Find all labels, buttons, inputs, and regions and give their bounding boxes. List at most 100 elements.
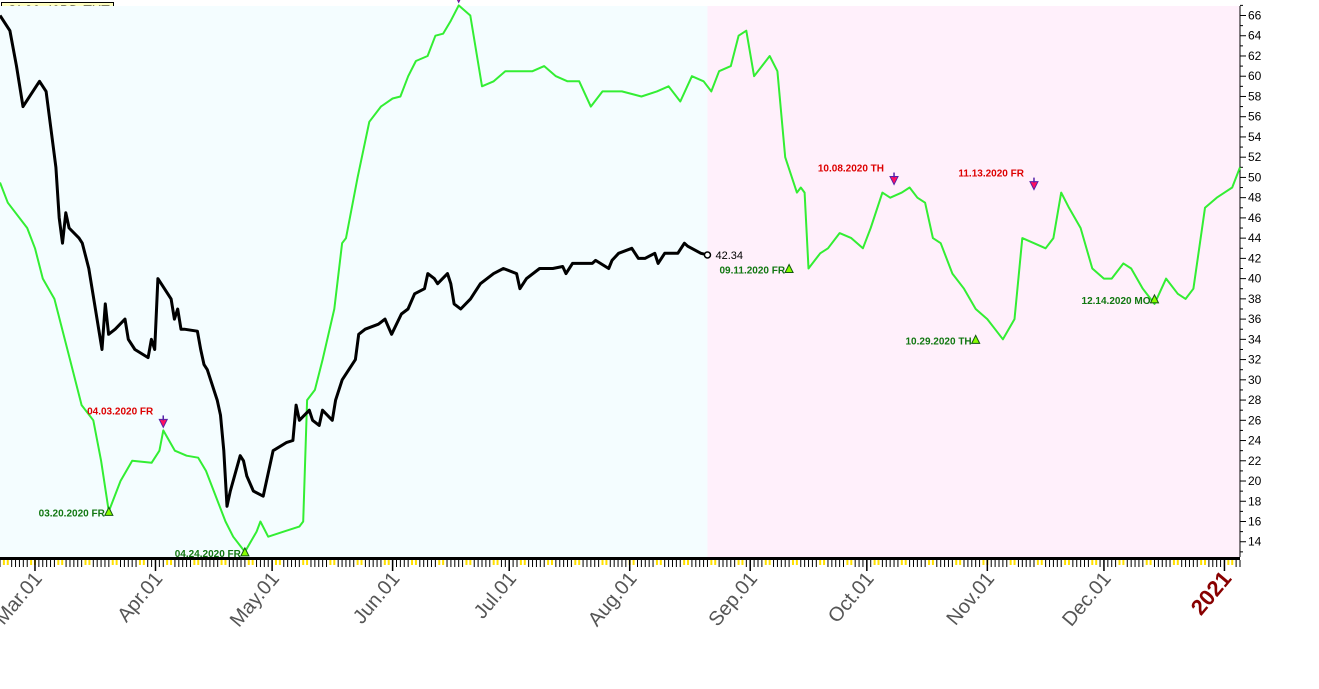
x-tick — [768, 560, 771, 565]
x-tick — [846, 560, 849, 565]
x-tick — [1227, 560, 1230, 565]
x-tick — [465, 560, 468, 565]
x-tick-label: Aug.01 — [584, 568, 642, 631]
x-axis-line — [0, 557, 1240, 560]
cycle-high-annotation: 11.13.2020 FR — [958, 169, 1039, 191]
x-tick — [982, 560, 985, 565]
x-tick-label: Mar.01 — [0, 568, 47, 629]
x-tick — [764, 560, 767, 565]
y-tick-label: 22 — [1248, 454, 1262, 468]
x-tick — [1145, 560, 1148, 565]
y-tick-label: 46 — [1248, 211, 1262, 225]
x-tick — [411, 560, 414, 565]
up-arrow-icon — [784, 263, 794, 273]
y-tick-label: 36 — [1248, 312, 1262, 326]
x-tick — [30, 560, 33, 565]
x-tick — [791, 560, 794, 565]
y-tick-label: 48 — [1248, 191, 1262, 205]
projection-region — [707, 6, 1240, 557]
y-tick-label: 64 — [1248, 29, 1262, 43]
y-tick-label: 50 — [1248, 170, 1262, 184]
cycle-low-annotation: 04.24.2020 FR — [175, 546, 250, 560]
x-tick — [88, 560, 91, 565]
x-tick — [687, 560, 690, 565]
y-tick-label: 56 — [1248, 110, 1262, 124]
x-tick — [115, 560, 118, 565]
x-tick — [601, 560, 604, 565]
y-tick-label: 42 — [1248, 251, 1262, 265]
x-tick — [360, 560, 363, 565]
x-tick — [1040, 560, 1043, 565]
x-tick — [197, 560, 200, 565]
cycle-high-label: 04.03.2020 FR — [87, 406, 154, 417]
y-tick-label: 62 — [1248, 49, 1262, 63]
x-tick — [274, 560, 277, 565]
x-tick — [170, 560, 173, 565]
cycle-low-annotation: 09.11.2020 FR — [719, 263, 794, 277]
cycle-high-label: 11.13.2020 FR — [958, 169, 1024, 180]
x-tick — [247, 560, 250, 565]
x-tick — [356, 560, 359, 565]
x-tick — [111, 560, 114, 565]
x-tick — [1176, 560, 1179, 565]
cycle-low-label: 09.11.2020 FR — [719, 266, 785, 277]
x-tick — [1149, 560, 1152, 565]
y-tick-label: 26 — [1248, 413, 1262, 427]
x-tick — [251, 560, 254, 565]
x-tick — [710, 560, 713, 565]
cycle-high-label: 10.08.2020 TH — [818, 164, 884, 175]
cycle-low-label: 03.20.2020 FR — [39, 508, 106, 519]
cycle-high-annotation: 10.08.2020 TH — [818, 164, 899, 186]
y-tick-label: 30 — [1248, 373, 1262, 387]
cycle-low-annotation: 10.29.2020 TH — [906, 334, 981, 347]
x-tick — [659, 560, 662, 565]
series-layer: 42.34 — [0, 4, 1241, 553]
x-tick-label: May.01 — [226, 568, 284, 631]
y-tick-label: 60 — [1248, 69, 1262, 83]
x-axis: Mar.01 Apr.01 May.01 Jun.01 Jul.01 Aug.01 Sep.… — [0, 557, 1241, 631]
cycle-low-annotation: 12.14.2020 MO — [1082, 293, 1160, 307]
y-tick-label: 38 — [1248, 292, 1262, 306]
x-tick — [438, 560, 441, 565]
x-tick — [383, 560, 386, 565]
y-tick-label: 32 — [1248, 353, 1262, 367]
x-tick — [1118, 560, 1121, 565]
x-tick — [61, 560, 64, 565]
x-tick — [333, 560, 336, 565]
price-line — [0, 14, 708, 508]
x-tick — [224, 560, 227, 565]
x-tick — [931, 560, 934, 565]
x-tick — [1122, 560, 1125, 565]
x-tick-label: Dec.01 — [1058, 568, 1116, 631]
x-tick — [928, 560, 931, 565]
y-tick-label: 40 — [1248, 272, 1262, 286]
cycle-low-annotation: 03.20.2020 FR — [39, 506, 114, 519]
x-tick — [1231, 560, 1234, 565]
y-tick-label: 16 — [1248, 515, 1262, 529]
y-tick-label: 28 — [1248, 393, 1262, 407]
x-tick-label: 2021 — [1186, 566, 1237, 620]
x-tick — [138, 560, 141, 565]
x-tick — [519, 560, 522, 565]
last-value-marker — [703, 251, 712, 259]
x-tick — [306, 560, 309, 565]
x-tick — [873, 560, 876, 565]
x-tick — [547, 560, 550, 565]
y-tick-label: 24 — [1248, 434, 1262, 448]
y-axis: 14 16 18 20 22 24 26 28 30 32 34 36 38 40 42 44 46 48 50 52… — [1239, 4, 1262, 557]
x-tick — [220, 560, 223, 565]
x-tick — [877, 560, 880, 565]
x-tick — [959, 560, 962, 565]
y-tick-label: 14 — [1248, 535, 1262, 549]
cycle-line — [0, 4, 1241, 553]
x-tick — [574, 560, 577, 565]
x-tick — [57, 560, 60, 565]
x-tick — [496, 560, 499, 565]
up-arrow-icon — [1149, 293, 1160, 304]
x-tick — [904, 560, 907, 565]
x-tick — [142, 560, 145, 565]
x-tick — [683, 560, 686, 565]
x-tick — [1013, 560, 1016, 565]
x-tick — [605, 560, 608, 565]
